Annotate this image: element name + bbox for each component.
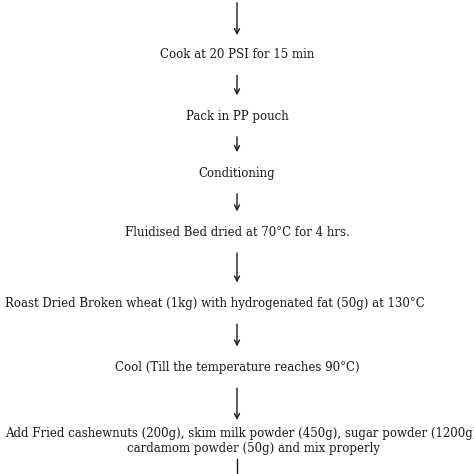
Text: Add Fried cashewnuts (200g), skim milk powder (450g), sugar powder (1200g) and
c: Add Fried cashewnuts (200g), skim milk p… [5, 427, 474, 455]
Text: Cook at 20 PSI for 15 min: Cook at 20 PSI for 15 min [160, 48, 314, 61]
Text: Fluidised Bed dried at 70°C for 4 hrs.: Fluidised Bed dried at 70°C for 4 hrs. [125, 226, 349, 239]
Text: Cool (Till the temperature reaches 90°C): Cool (Till the temperature reaches 90°C) [115, 361, 359, 374]
Text: Roast Dried Broken wheat (1kg) with hydrogenated fat (50g) at 130°C: Roast Dried Broken wheat (1kg) with hydr… [5, 297, 425, 310]
Text: Conditioning: Conditioning [199, 166, 275, 180]
Text: Pack in PP pouch: Pack in PP pouch [186, 109, 288, 123]
